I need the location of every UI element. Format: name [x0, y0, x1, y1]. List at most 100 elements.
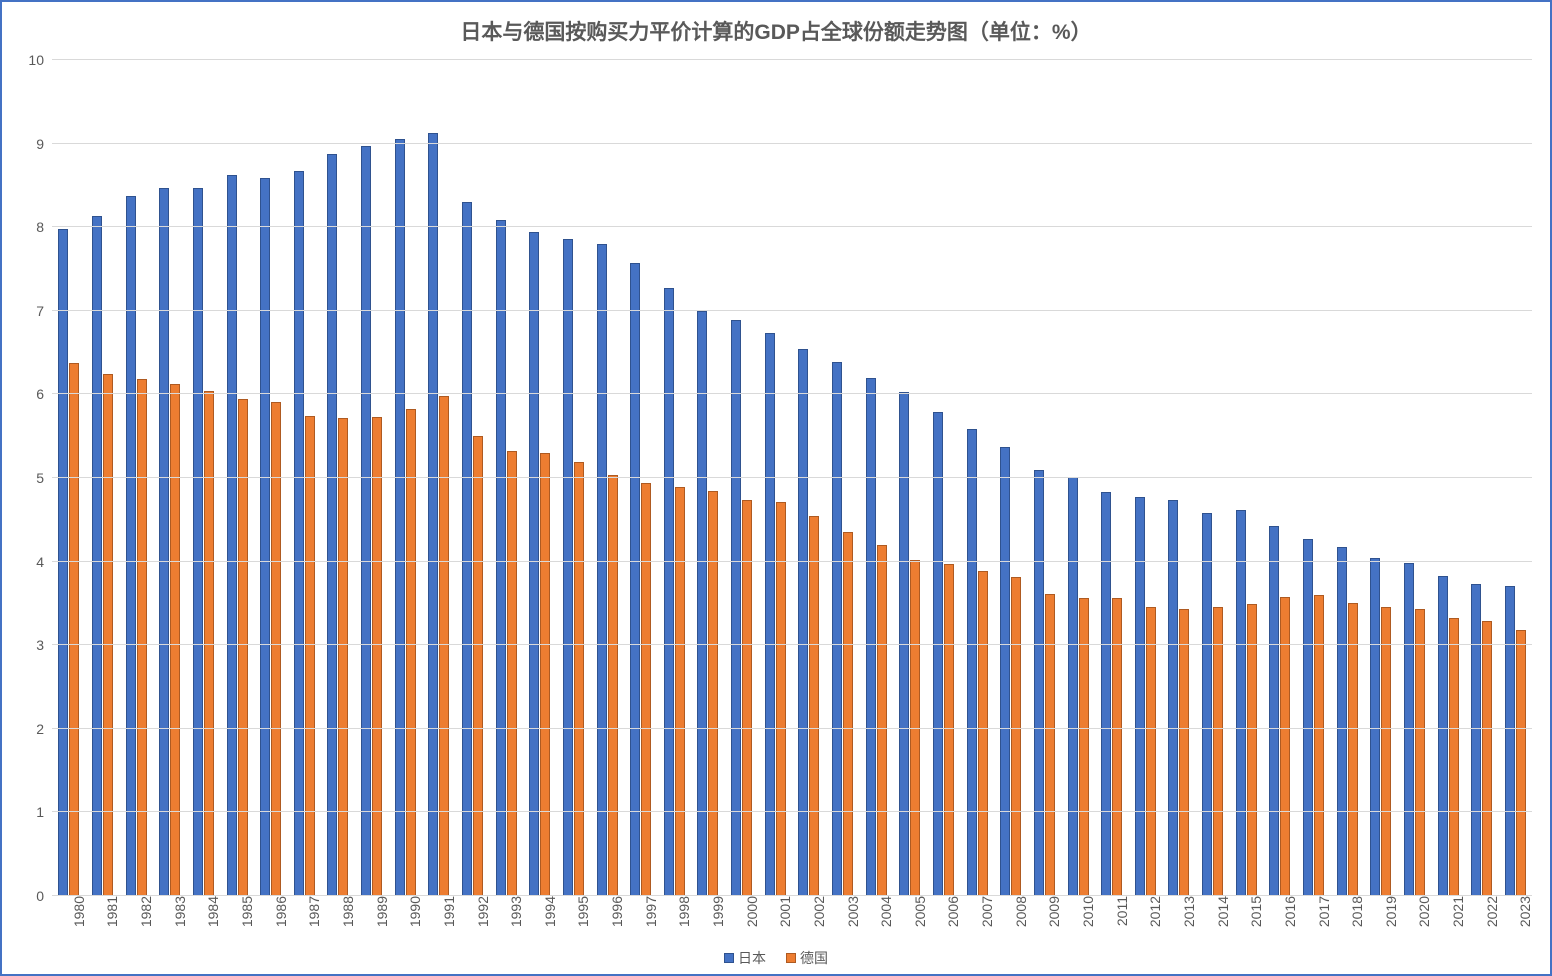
- bar: [1348, 603, 1358, 896]
- bar: [406, 409, 416, 896]
- x-tick-label: 1981: [98, 896, 120, 927]
- bar: [1079, 598, 1089, 896]
- bar: [103, 374, 113, 896]
- bar: [843, 532, 853, 896]
- x-tick-label: 2008: [1007, 896, 1029, 927]
- bar: [563, 239, 573, 896]
- x-tick-label: 1987: [300, 896, 322, 927]
- y-tick-label: 1: [36, 804, 52, 820]
- year-group: 2005: [893, 60, 927, 896]
- bar: [305, 416, 315, 896]
- bar: [1303, 539, 1313, 896]
- x-tick-label: 1982: [132, 896, 154, 927]
- grid-line: [52, 310, 1532, 311]
- bar: [798, 349, 808, 896]
- x-tick-label: 2001: [771, 896, 793, 927]
- bar: [1449, 618, 1459, 896]
- x-tick-label: 1985: [233, 896, 255, 927]
- legend-item-japan: 日本: [724, 948, 766, 968]
- bar: [428, 133, 438, 896]
- bar: [92, 216, 102, 897]
- x-tick-label: 2000: [738, 896, 760, 927]
- bar: [159, 188, 169, 896]
- bar: [1404, 563, 1414, 896]
- year-group: 2014: [1196, 60, 1230, 896]
- x-tick-label: 2016: [1276, 896, 1298, 927]
- grid-line: [52, 644, 1532, 645]
- year-group: 2010: [1061, 60, 1095, 896]
- bar: [1415, 609, 1425, 896]
- year-group: 1988: [321, 60, 355, 896]
- bar: [1000, 447, 1010, 896]
- x-tick-label: 1998: [670, 896, 692, 927]
- grid-line: [52, 393, 1532, 394]
- year-group: 1985: [220, 60, 254, 896]
- bar: [1381, 607, 1391, 896]
- y-tick-label: 0: [36, 888, 52, 904]
- bar: [1101, 492, 1111, 896]
- x-tick-label: 1980: [65, 896, 87, 927]
- bar: [540, 453, 550, 896]
- x-tick-label: 1990: [401, 896, 423, 927]
- x-tick-label: 2004: [872, 896, 894, 927]
- bar: [496, 220, 506, 896]
- y-tick-label: 4: [36, 554, 52, 570]
- bar: [260, 178, 270, 896]
- x-tick-label: 2007: [973, 896, 995, 927]
- x-tick-label: 1983: [166, 896, 188, 927]
- bar: [58, 229, 68, 896]
- x-tick-label: 1991: [435, 896, 457, 927]
- year-group: 2004: [859, 60, 893, 896]
- x-tick-label: 1986: [267, 896, 289, 927]
- x-tick-label: 2014: [1209, 896, 1231, 927]
- year-group: 2020: [1398, 60, 1432, 896]
- legend-label-japan: 日本: [738, 948, 766, 968]
- grid-line: [52, 226, 1532, 227]
- bar: [641, 483, 651, 896]
- y-tick-label: 8: [36, 219, 52, 235]
- year-group: 1997: [624, 60, 658, 896]
- year-group: 1987: [287, 60, 321, 896]
- bar: [1482, 621, 1492, 896]
- year-group: 2021: [1431, 60, 1465, 896]
- grid-line: [52, 561, 1532, 562]
- year-group: 1989: [355, 60, 389, 896]
- grid-line: [52, 477, 1532, 478]
- bar: [1045, 594, 1055, 896]
- x-tick-label: 1988: [334, 896, 356, 927]
- bar: [1168, 500, 1178, 896]
- bar: [1011, 577, 1021, 896]
- x-tick-label: 1994: [536, 896, 558, 927]
- bar: [832, 362, 842, 896]
- x-tick-label: 2015: [1242, 896, 1264, 927]
- x-tick-label: 1997: [637, 896, 659, 927]
- year-group: 2006: [927, 60, 961, 896]
- legend: 日本 德国: [2, 948, 1550, 968]
- year-group: 2016: [1263, 60, 1297, 896]
- bar: [238, 399, 248, 896]
- bar: [933, 412, 943, 896]
- legend-label-germany: 德国: [800, 948, 828, 968]
- legend-item-germany: 德国: [786, 948, 828, 968]
- bar: [967, 429, 977, 896]
- bar: [742, 500, 752, 896]
- bar: [731, 320, 741, 896]
- year-group: 2009: [1028, 60, 1062, 896]
- year-group: 1991: [422, 60, 456, 896]
- bar: [1247, 604, 1257, 896]
- x-tick-label: 2017: [1310, 896, 1332, 927]
- bar: [507, 451, 517, 896]
- year-group: 1996: [590, 60, 624, 896]
- year-group: 2000: [725, 60, 759, 896]
- x-tick-label: 2009: [1040, 896, 1062, 927]
- bar: [462, 202, 472, 896]
- bar: [1034, 470, 1044, 896]
- bar: [630, 263, 640, 896]
- year-group: 2007: [960, 60, 994, 896]
- grid-line: [52, 895, 1532, 896]
- year-group: 1992: [456, 60, 490, 896]
- bar: [338, 418, 348, 896]
- bar: [1236, 510, 1246, 896]
- y-tick-label: 2: [36, 721, 52, 737]
- bar: [1471, 584, 1481, 896]
